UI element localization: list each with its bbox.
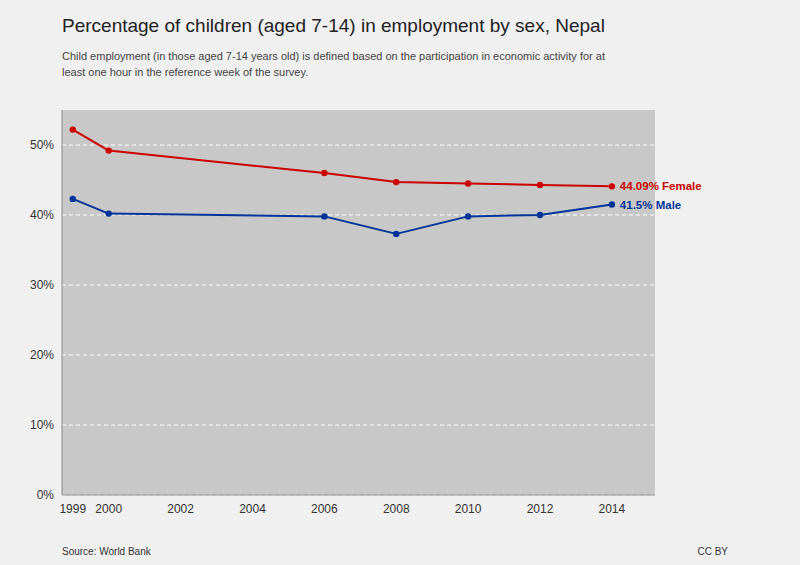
y-tick-label: 50%: [30, 138, 54, 152]
series-point: [70, 196, 76, 202]
y-tick-label: 30%: [30, 278, 54, 292]
end-label: 44.09% Female: [620, 180, 702, 192]
x-tick-label: 2002: [167, 502, 194, 516]
x-tick-label: 2012: [527, 502, 554, 516]
y-tick-label: 20%: [30, 348, 54, 362]
series-point: [609, 183, 615, 189]
x-tick-label: 2006: [311, 502, 338, 516]
grid-line: [62, 425, 655, 426]
x-tick-label: 2000: [95, 502, 122, 516]
end-label: 41.5% Male: [620, 199, 681, 211]
series-point: [537, 212, 543, 218]
license: CC BY: [697, 546, 728, 557]
series-point: [537, 182, 543, 188]
series-point: [106, 210, 112, 216]
x-tick-label: 2014: [599, 502, 626, 516]
series-point: [393, 231, 399, 237]
background: [0, 0, 800, 565]
source: Source: World Bank: [62, 546, 152, 557]
series-line: [73, 199, 612, 234]
y-axis-line: [62, 110, 63, 495]
chart-container: Percentage of children (aged 7-14) in em…: [0, 0, 800, 565]
grid-line: [62, 495, 655, 496]
series-point: [465, 213, 471, 219]
data-area: [70, 126, 615, 237]
grid-line: [62, 285, 655, 286]
series-point: [321, 170, 327, 176]
series-point: [321, 213, 327, 219]
x-tick-label: 2004: [239, 502, 266, 516]
title: Percentage of children (aged 7-14) in em…: [62, 15, 605, 36]
series-point: [465, 180, 471, 186]
grid-line: [62, 355, 655, 356]
x-tick-label: 2010: [455, 502, 482, 516]
x-tick-label: 2008: [383, 502, 410, 516]
series-point: [106, 147, 112, 153]
series-line: [73, 130, 612, 187]
grid-line: [62, 145, 655, 146]
plot-background: [62, 110, 655, 495]
grid: [62, 145, 655, 495]
subtitle-line: least one hour in the reference week of …: [62, 66, 308, 78]
x-axis-line: [62, 495, 655, 496]
x-tick-label: 1999: [59, 502, 86, 516]
series-point: [609, 201, 615, 207]
y-tick-label: 10%: [30, 418, 54, 432]
y-tick-label: 40%: [30, 208, 54, 222]
y-tick-label: 0%: [37, 488, 55, 502]
subtitle-line: Child employment (in those aged 7-14 yea…: [62, 50, 605, 62]
series-point: [393, 179, 399, 185]
chart-svg: Percentage of children (aged 7-14) in em…: [0, 0, 800, 565]
series-point: [70, 126, 76, 132]
subtitle: Child employment (in those aged 7-14 yea…: [62, 50, 605, 78]
